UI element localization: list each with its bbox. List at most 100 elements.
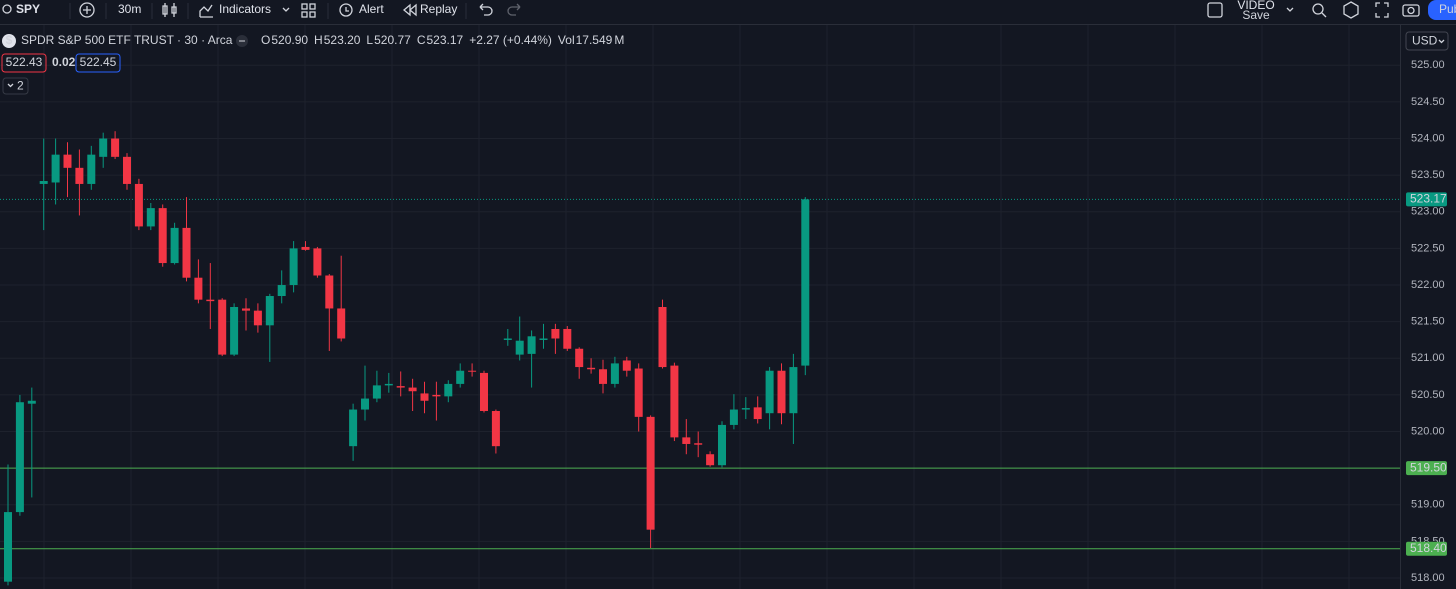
y-tick-label: 521.50: [1411, 316, 1445, 328]
legend-value: 520.77: [374, 33, 411, 47]
buy-button[interactable]: [75, 53, 121, 73]
candle-body: [408, 387, 417, 392]
volume-key: Vol: [558, 33, 575, 47]
quick-search[interactable]: [1312, 3, 1327, 18]
replay-button[interactable]: Replay: [402, 2, 457, 17]
candle-body: [587, 367, 596, 370]
indicators-label[interactable]: Indicators: [219, 2, 271, 16]
undo[interactable]: [479, 3, 493, 16]
compare-button[interactable]: [79, 2, 95, 18]
y-tick-label: 518.00: [1411, 572, 1445, 584]
candle-body: [765, 370, 774, 414]
candle-body: [51, 154, 60, 183]
candle-body: [777, 370, 786, 414]
candle-body: [456, 370, 465, 384]
buy-price[interactable]: 522.45: [80, 55, 117, 69]
candle-body: [146, 208, 155, 227]
legend-key: O: [261, 33, 270, 47]
indicator-count[interactable]: 2: [17, 79, 24, 93]
fullscreen-toggle[interactable]: [1207, 2, 1223, 18]
symbol[interactable]: SPY: [16, 2, 40, 16]
save-label[interactable]: Save: [1242, 8, 1270, 22]
fullscreen[interactable]: [1375, 2, 1389, 18]
candle-body: [384, 383, 393, 386]
candle-body: [27, 400, 36, 404]
candle-body: [87, 154, 96, 184]
horizontal-line-tag: [1406, 541, 1447, 556]
indicators-button[interactable]: Indicators: [199, 2, 290, 18]
candle-body: [789, 367, 798, 414]
candle-body: [599, 369, 607, 384]
y-tick-label: 524.00: [1411, 132, 1445, 144]
settings[interactable]: [1343, 1, 1359, 19]
publish-button[interactable]: [1428, 0, 1456, 20]
alert-button[interactable]: Alert: [339, 2, 384, 17]
symbol-search[interactable]: SPY: [2, 2, 40, 16]
indicators-toggle[interactable]: [2, 77, 29, 95]
candle-body: [182, 227, 191, 278]
candle-body: [634, 368, 643, 417]
candle-body: [468, 370, 477, 372]
chart-title: SPDR S&P 500 ETF TRUST · 30 · Arca: [21, 33, 233, 47]
legend-value: 523.20: [324, 33, 361, 47]
candle-body: [158, 208, 167, 264]
candle-body: [527, 336, 536, 354]
y-tick-label: 523.00: [1411, 206, 1445, 218]
layout-menu[interactable]: [1286, 7, 1294, 12]
candle-body: [622, 360, 631, 371]
legend-value: 520.90: [271, 33, 308, 47]
candle-body: [75, 167, 84, 184]
chart-type-button[interactable]: [162, 3, 177, 17]
candle-body: [753, 407, 762, 420]
candle-body: [706, 454, 715, 466]
candle-body: [337, 308, 346, 339]
candle-body: [694, 443, 703, 445]
last-price-tag-label: 523.17: [1410, 191, 1447, 205]
candle-body: [123, 156, 131, 184]
candle-body: [801, 199, 810, 366]
symbol-logo: [2, 34, 16, 48]
candle-body: [99, 138, 108, 157]
volume-value: 17.549: [576, 33, 613, 47]
candle-body: [610, 363, 619, 384]
layouts-button[interactable]: [301, 3, 316, 18]
candle-body: [646, 416, 655, 530]
candle-body: [658, 307, 667, 368]
sell-button[interactable]: [1, 53, 47, 73]
candle-body: [670, 365, 679, 438]
candle-body: [361, 398, 369, 410]
redo[interactable]: [507, 3, 521, 16]
candle-body: [718, 424, 726, 466]
replay-label[interactable]: Replay: [420, 2, 457, 16]
legend-key: L: [366, 33, 373, 47]
candle-body: [682, 437, 691, 444]
candle-body: [325, 275, 334, 309]
candle-body: [63, 154, 72, 168]
candle-body: [420, 393, 429, 401]
candle-body: [491, 411, 500, 447]
candle-body: [206, 299, 215, 302]
candle-body: [15, 402, 24, 513]
currency[interactable]: USD: [1412, 34, 1438, 48]
y-tick-label: 524.50: [1411, 96, 1445, 108]
symbol-logo-letter: $: [6, 33, 13, 47]
alert-label[interactable]: Alert: [359, 2, 384, 16]
candle-body: [515, 340, 524, 355]
snapshot[interactable]: [1402, 4, 1420, 17]
layout-name[interactable]: VIDEO: [1237, 0, 1274, 12]
candle-body: [111, 138, 120, 157]
legend-key: H: [314, 33, 323, 47]
candle-body: [242, 308, 250, 311]
y-tick-label: 520.00: [1411, 425, 1445, 437]
last-price-tag: [1406, 192, 1447, 207]
interval[interactable]: 30m: [118, 2, 141, 16]
currency-button[interactable]: [1405, 31, 1449, 51]
publish-label[interactable]: Pub: [1439, 2, 1456, 16]
y-tick-label: 520.50: [1411, 389, 1445, 401]
candle-body: [480, 372, 488, 412]
hide-legend[interactable]: [236, 35, 248, 47]
candle-body: [265, 296, 274, 326]
sell-price[interactable]: 522.43: [6, 55, 43, 69]
horizontal-line-tag: [1406, 461, 1447, 476]
